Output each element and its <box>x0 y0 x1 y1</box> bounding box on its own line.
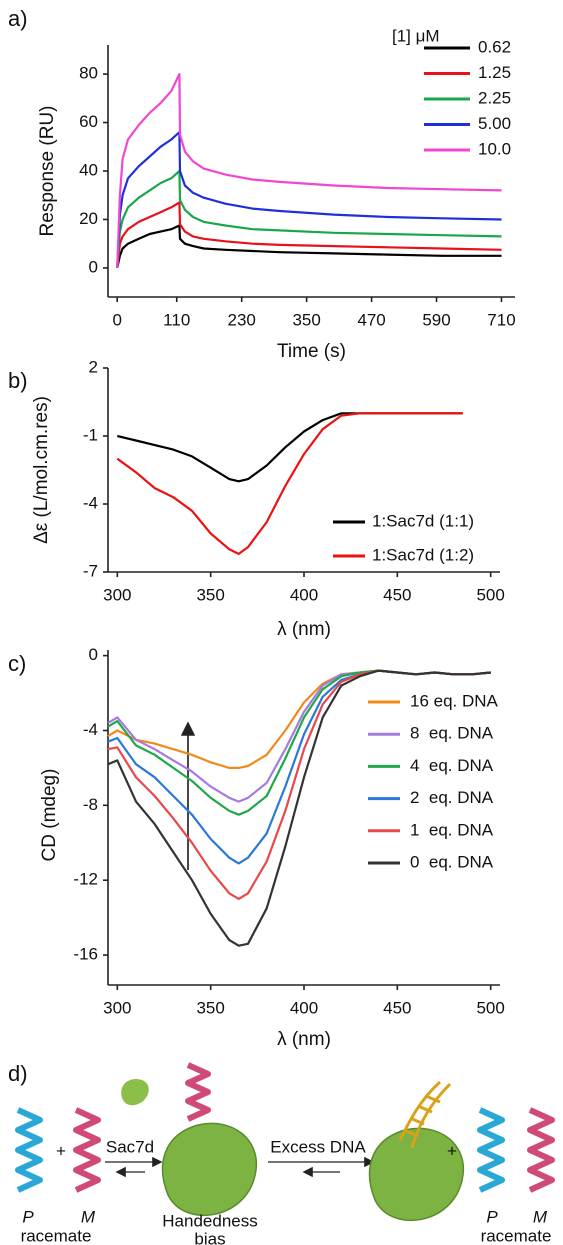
panel-label: c) <box>8 651 26 676</box>
plus: + <box>447 1141 457 1160</box>
label-p: P <box>486 1207 498 1226</box>
label-p: P <box>22 1207 34 1226</box>
y-tick-label: -12 <box>73 870 98 889</box>
legend-label: 0.62 <box>478 37 511 56</box>
series-line <box>117 412 463 483</box>
legend-label: 1:Sac7d (1:1) <box>372 511 474 530</box>
series-line <box>116 169 502 268</box>
legend-label: 1:Sac7d (1:2) <box>372 545 474 564</box>
x-tick-label: 300 <box>103 998 131 1017</box>
legend-label: 1.25 <box>478 63 511 82</box>
legend-label: 0 eq. DNA <box>410 852 494 871</box>
x-tick-label: 500 <box>476 585 504 604</box>
y-tick-label: 0 <box>89 257 98 276</box>
y-axis-label: CD (mdeg) <box>39 769 60 862</box>
series-line <box>107 669 491 947</box>
plus: + <box>56 1141 66 1160</box>
dna <box>398 1080 452 1149</box>
legend-label: 16 eq. DNA <box>410 691 499 710</box>
x-tick-label: 450 <box>383 998 411 1017</box>
series-line <box>116 224 502 269</box>
y-tick-label: -4 <box>83 493 98 512</box>
y-tick-label: 60 <box>79 112 98 131</box>
step-label: Excess DNA <box>270 1137 366 1156</box>
x-tick-label: 450 <box>383 585 411 604</box>
step-label: Sac7d <box>106 1137 154 1156</box>
y-tick-label: 0 <box>89 645 98 664</box>
y-tick-label: -8 <box>83 795 98 814</box>
x-tick-label: 230 <box>227 310 255 329</box>
protein <box>368 1127 465 1222</box>
x-tick-label: 300 <box>103 585 131 604</box>
series-line <box>116 201 502 269</box>
x-axis-label: λ (nm) <box>277 1029 331 1050</box>
panel-label: b) <box>8 368 28 393</box>
legend-label: 2.25 <box>478 88 511 107</box>
panel-label: d) <box>8 1061 28 1086</box>
legend-label: 1 eq. DNA <box>410 820 494 839</box>
x-tick-label: 590 <box>422 310 450 329</box>
helix-p <box>477 1107 505 1193</box>
legend-label: 10.0 <box>478 139 511 158</box>
y-tick-label: -1 <box>83 425 98 444</box>
caption: Handedness <box>162 1211 257 1230</box>
x-tick-label: 710 <box>487 310 515 329</box>
y-tick-label: 80 <box>79 64 98 83</box>
helix-m <box>73 1107 101 1193</box>
caption: racemate <box>481 1226 552 1245</box>
panel-label: a) <box>8 6 28 31</box>
x-tick-label: 500 <box>476 998 504 1017</box>
y-tick-label: 40 <box>79 160 98 179</box>
series-line <box>116 73 502 268</box>
helix-p <box>15 1107 43 1193</box>
protein-small <box>121 1078 149 1106</box>
x-axis-label: λ (nm) <box>277 619 331 640</box>
label-m: M <box>533 1207 548 1226</box>
x-tick-label: 0 <box>112 310 121 329</box>
label-m: M <box>81 1207 96 1226</box>
y-tick-label: -4 <box>83 720 98 739</box>
x-tick-label: 400 <box>290 585 318 604</box>
y-axis-label: Δε (L/mol.cm.res) <box>31 396 52 544</box>
scheme: d) P M racemate + Sac7d Handedness bias … <box>8 1061 555 1245</box>
helix-m <box>527 1107 555 1193</box>
protein <box>161 1122 258 1217</box>
x-axis-label: Time (s) <box>277 341 346 362</box>
x-tick-label: 470 <box>357 310 385 329</box>
legend-title: [1] μM <box>392 26 440 45</box>
legend-label: 2 eq. DNA <box>410 788 494 807</box>
caption: racemate <box>21 1226 92 1245</box>
legend-label: 5.00 <box>478 114 511 133</box>
x-tick-label: 400 <box>290 998 318 1017</box>
series-line <box>116 131 502 268</box>
x-tick-label: 350 <box>196 998 224 1017</box>
x-tick-label: 350 <box>292 310 320 329</box>
x-tick-label: 110 <box>163 310 190 329</box>
helix-bound <box>185 1062 211 1122</box>
y-tick-label: 2 <box>89 357 98 376</box>
caption: bias <box>194 1229 225 1245</box>
y-tick-label: -16 <box>73 945 98 964</box>
x-tick-label: 350 <box>196 585 224 604</box>
y-tick-label: 20 <box>79 209 98 228</box>
y-tick-label: -7 <box>83 561 98 580</box>
series-line <box>116 412 463 555</box>
y-axis-label: Response (RU) <box>37 106 58 237</box>
legend-label: 8 eq. DNA <box>410 724 494 743</box>
legend-label: 4 eq. DNA <box>410 756 494 775</box>
